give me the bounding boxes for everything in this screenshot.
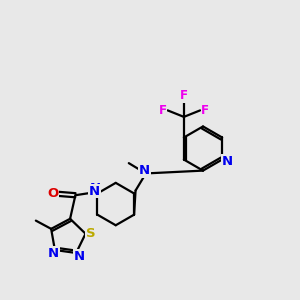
Text: O: O [47, 187, 58, 200]
Text: N: N [48, 247, 59, 260]
Text: N: N [139, 164, 150, 177]
Text: N: N [90, 182, 101, 195]
Text: N: N [221, 154, 233, 167]
Text: N: N [88, 184, 99, 198]
Text: F: F [158, 104, 166, 117]
Text: F: F [180, 89, 188, 103]
Text: N: N [74, 250, 85, 263]
Text: F: F [201, 104, 209, 117]
Text: S: S [86, 227, 96, 240]
